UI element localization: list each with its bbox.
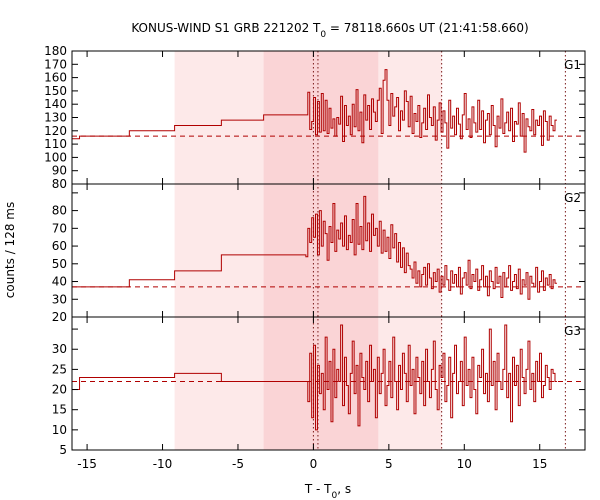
y-tick-label-G1-90: 90 xyxy=(52,164,67,178)
y-tick-label-G1-160: 160 xyxy=(44,71,67,85)
y-tick-label-G1-120: 120 xyxy=(44,124,67,138)
y-tick-label-G1-110: 110 xyxy=(44,137,67,151)
chart-title: KONUS-WIND S1 GRB 221202 T0 = 78118.660s… xyxy=(131,21,528,40)
panel-frame-G3 xyxy=(71,316,586,451)
light-curve-G2 xyxy=(72,195,557,300)
y-tick-label-G3-20: 20 xyxy=(52,383,67,397)
text-layer: KONUS-WIND S1 GRB 221202 T0 = 78118.660s… xyxy=(3,21,529,500)
y-tick-label-G3-30: 30 xyxy=(52,342,67,356)
y-tick-label-G2-20: 20 xyxy=(52,310,67,324)
panel-label-G3: G3 xyxy=(564,324,581,338)
y-tick-label-G3-15: 15 xyxy=(52,403,67,417)
y-tick-label-G1-130: 130 xyxy=(44,111,67,125)
y-tick-label-G2-40: 40 xyxy=(52,275,67,289)
y-tick-label-G1-170: 170 xyxy=(44,57,67,71)
y-tick-label-G1-180: 180 xyxy=(44,44,67,58)
x-tick-label--10: -10 xyxy=(153,457,173,471)
y-tick-label-G1-80: 80 xyxy=(52,177,67,191)
x-tick-label--15: -15 xyxy=(77,457,97,471)
x-tick-label-5: 5 xyxy=(385,457,393,471)
panel-label-G1: G1 xyxy=(564,58,581,72)
y-tick-label-G1-100: 100 xyxy=(44,150,67,164)
axes-layer: 8090100110120130140150160170180G12030405… xyxy=(44,44,586,471)
data-layer xyxy=(72,51,585,450)
light-curve-G1 xyxy=(72,69,557,153)
x-tick-label-15: 15 xyxy=(532,457,547,471)
x-tick-label--5: -5 xyxy=(232,457,244,471)
light-curve-G3 xyxy=(72,324,557,431)
y-tick-label-G1-150: 150 xyxy=(44,84,67,98)
panel-label-G2: G2 xyxy=(564,191,581,205)
y-axis-label: counts / 128 ms xyxy=(3,202,17,298)
y-tick-label-G2-70: 70 xyxy=(52,221,67,235)
y-tick-label-G1-140: 140 xyxy=(44,97,67,111)
y-tick-label-G3-5: 5 xyxy=(59,443,67,457)
y-tick-label-G3-25: 25 xyxy=(52,362,67,376)
y-tick-label-G2-50: 50 xyxy=(52,257,67,271)
x-axis-label: T - T0, s xyxy=(304,482,351,500)
x-tick-label-0: 0 xyxy=(310,457,318,471)
y-tick-label-G2-80: 80 xyxy=(52,204,67,218)
y-tick-label-G3-10: 10 xyxy=(52,423,67,437)
y-tick-label-G2-30: 30 xyxy=(52,292,67,306)
y-tick-label-G2-60: 60 xyxy=(52,239,67,253)
x-tick-label-10: 10 xyxy=(457,457,472,471)
